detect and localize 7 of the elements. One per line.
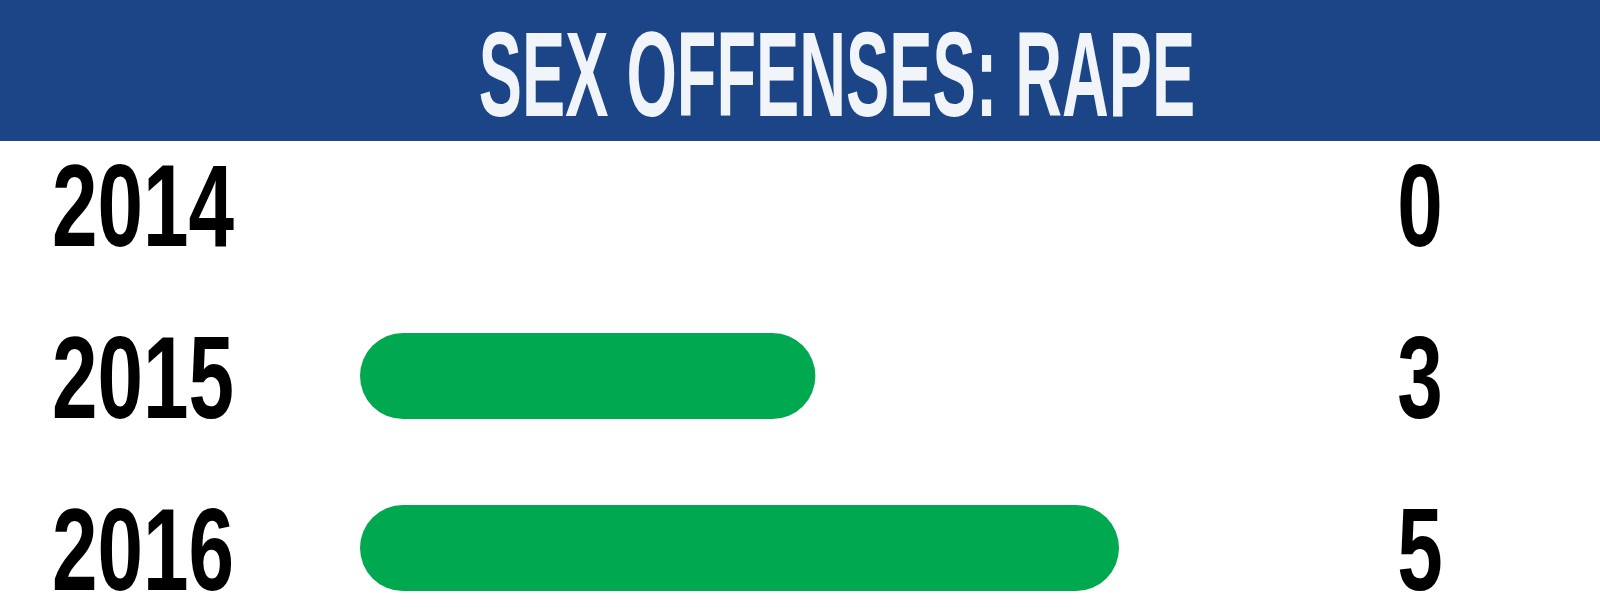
chart-title: SEX OFFENSES: RAPE xyxy=(478,7,1196,141)
y-tick-label: 2016 xyxy=(52,484,235,613)
data-label: 0 xyxy=(1397,140,1443,271)
data-label: 5 xyxy=(1397,484,1443,613)
y-tick-label: 2014 xyxy=(52,140,235,271)
data-label: 3 xyxy=(1397,312,1443,443)
y-tick-label: 2015 xyxy=(52,312,235,443)
